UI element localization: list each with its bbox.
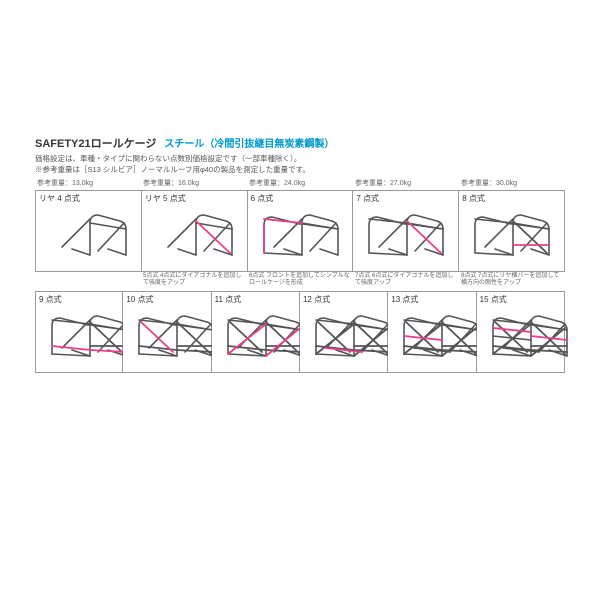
weight-label: 参考重量：30.0kg — [459, 178, 565, 188]
cage-cell: 9 点式 — [35, 291, 123, 373]
cage-cell: 13 点式 — [388, 291, 476, 373]
cage-cell: 10 点式 — [123, 291, 211, 373]
cage-cell: 7 点式 — [353, 190, 459, 272]
desc1: 価格設定は、車種・タイプに関わらない点数別価格設定です（一部車種除く）。 — [35, 154, 565, 165]
cage-cell: 15 点式 — [477, 291, 565, 373]
cage-label: 9 点式 — [39, 294, 62, 305]
cage-label: 15 点式 — [480, 294, 507, 305]
cage-caption — [35, 273, 141, 287]
caption-row: 5点式 4点式にダイアゴナルを追加して強度をアップ6点式 フロントを追加してシン… — [35, 273, 565, 287]
cage-label: リヤ 5 点式 — [145, 193, 186, 204]
title-row: SAFETY21ロールケージ スチール（冷間引抜継目無炭素鋼製） — [35, 135, 565, 151]
weight-row: 参考重量：13.0kg参考重量：16.0kg参考重量：24.0kg参考重量：27… — [35, 178, 565, 188]
cage-cell: 12 点式 — [300, 291, 388, 373]
grid: 参考重量：13.0kg参考重量：16.0kg参考重量：24.0kg参考重量：27… — [35, 178, 565, 373]
row1: リヤ 4 点式 リヤ 5 点式 6 点式 7 点式 8 点式 — [35, 190, 565, 272]
cage-cell: 11 点式 — [212, 291, 300, 373]
cage-cell: リヤ 5 点式 — [142, 190, 248, 272]
cage-label: 13 点式 — [391, 294, 418, 305]
cage-label: 6 点式 — [251, 193, 274, 204]
weight-label: 参考重量：13.0kg — [35, 178, 141, 188]
desc2: ※参考重量は［S13 シルビア］ノーマルルーフ用φ40の製品を測定した重量です。 — [35, 165, 565, 176]
cage-label: 12 点式 — [303, 294, 330, 305]
cage-label: 10 点式 — [126, 294, 153, 305]
row2: 9 点式 10 点式 11 点式 12 点式 13 点式 15 点式 — [35, 291, 565, 373]
cage-label: 7 点式 — [356, 193, 379, 204]
weight-label: 参考重量：27.0kg — [353, 178, 459, 188]
cage-label: リヤ 4 点式 — [39, 193, 80, 204]
cage-cell: 8 点式 — [459, 190, 565, 272]
title-sub: スチール（冷間引抜継目無炭素鋼製） — [164, 135, 334, 150]
cage-label: 8 点式 — [462, 193, 485, 204]
header: SAFETY21ロールケージ スチール（冷間引抜継目無炭素鋼製） 価格設定は、車… — [35, 135, 565, 175]
cage-cell: リヤ 4 点式 — [35, 190, 142, 272]
cage-caption: 8点式 7点式にリヤ横バーを追加して横方向の剛性をアップ — [459, 273, 565, 287]
weight-label: 参考重量：16.0kg — [141, 178, 247, 188]
weight-label: 参考重量：24.0kg — [247, 178, 353, 188]
cage-caption: 6点式 フロントを追加してシンプルなロールケージを形成 — [247, 273, 353, 287]
title-main: SAFETY21ロールケージ — [35, 135, 156, 151]
cage-label: 11 点式 — [215, 294, 242, 305]
cage-caption: 7点式 6点式にダイアゴナルを追加して強度アップ — [353, 273, 459, 287]
cage-cell: 6 点式 — [248, 190, 354, 272]
cage-caption: 5点式 4点式にダイアゴナルを追加して強度をアップ — [141, 273, 247, 287]
